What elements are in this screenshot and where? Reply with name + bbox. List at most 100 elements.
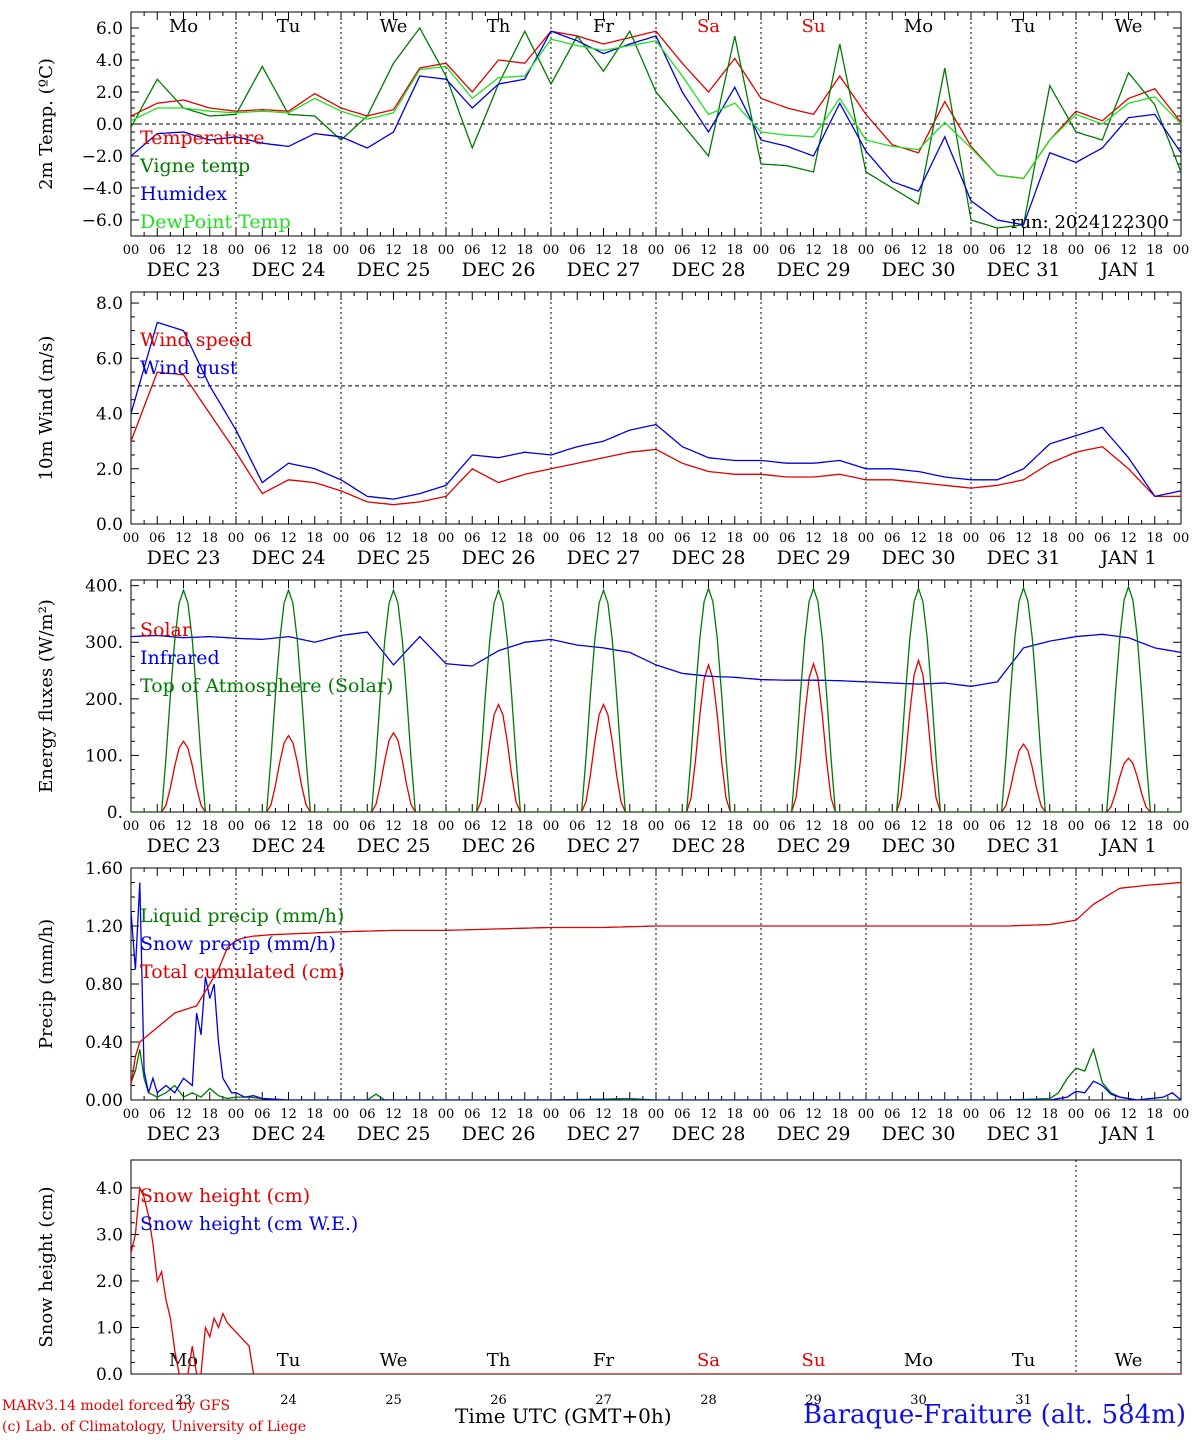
hour-tick-label: 00 [1173,819,1190,834]
weekday-label: Mo [169,16,198,37]
hour-tick-label: 00 [963,1107,980,1122]
hour-tick-label: 18 [1041,1107,1058,1122]
hour-tick-label: 18 [306,531,323,546]
hour-tick-label: 12 [700,243,717,258]
hour-tick-label: 00 [963,531,980,546]
hour-tick-label: 12 [910,531,927,546]
date-label: DEC 29 [777,259,851,281]
hour-tick-label: 06 [464,819,481,834]
hour-tick-label: 06 [989,243,1006,258]
hour-tick-label: 00 [753,819,770,834]
y-axis-label: 2m Temp. (ºC) [36,58,57,190]
hour-tick-label: 00 [123,243,140,258]
hour-tick-label: 18 [411,243,428,258]
hour-tick-label: 06 [359,531,376,546]
date-label: DEC 31 [987,547,1061,569]
hour-tick-label: 12 [595,531,612,546]
hour-tick-label: 06 [254,1107,271,1122]
y-tick-label: 2.0 [96,460,123,480]
hour-tick-label: 06 [569,243,586,258]
date-label: DEC 30 [882,259,956,281]
weekday-label: Mo [904,16,933,37]
y-axis-label: Precip (mm/h) [36,919,57,1049]
legend-entry: Temperature [140,127,264,149]
hour-tick-label: 06 [779,531,796,546]
y-tick-label: 6.0 [96,349,123,369]
y-tick-label: 1.20 [85,917,123,937]
hour-tick-label: 18 [1146,819,1163,834]
date-label: DEC 30 [882,547,956,569]
hour-tick-label: 18 [516,1107,533,1122]
series-group [131,321,1181,506]
date-label: DEC 30 [882,835,956,857]
date-label: DEC 26 [462,547,536,569]
hour-tick-label: 12 [385,819,402,834]
y-tick-label: 0.0 [96,1365,123,1385]
hour-tick-label: 18 [831,243,848,258]
hour-tick-label: 18 [201,1107,218,1122]
day-number-label: 1 [1124,1393,1132,1408]
hour-tick-label: 06 [464,243,481,258]
hour-tick-label: 00 [123,819,140,834]
hour-tick-label: 06 [884,243,901,258]
y-tick-label: 0.00 [85,1091,123,1111]
day-number-label: 27 [595,1393,612,1408]
hour-tick-label: 00 [1173,1107,1190,1122]
series-line-infrared [131,631,1181,688]
hour-tick-label: 00 [1068,531,1085,546]
y-tick-label: 100. [85,746,123,766]
hour-tick-label: 18 [621,531,638,546]
date-label: DEC 27 [567,1123,641,1145]
hour-tick-label: 00 [1068,243,1085,258]
date-label: DEC 24 [252,1123,326,1145]
weekday-label: Sa [697,16,720,37]
y-tick-label: 4.0 [96,405,123,425]
series-line-dewpoint-temp [131,38,1181,180]
hour-tick-label: 00 [228,1107,245,1122]
hour-tick-label: 18 [411,1107,428,1122]
hour-tick-label: 18 [1041,243,1058,258]
y-tick-label: −4.0 [82,179,123,199]
panel-2: 0.0 2.0 4.0 6.0 8.0 10m Wind (m/s) 00 06 12 18 00 0… [36,291,1189,569]
hour-tick-label: 18 [201,819,218,834]
hour-tick-label: 18 [621,243,638,258]
hour-tick-label: 00 [333,1107,350,1122]
hour-tick-label: 18 [1146,1107,1163,1122]
legend-entry: Snow height (cm) [140,1185,310,1207]
series-line-humidex [131,30,1181,226]
y-tick-label: 2.0 [96,1272,123,1292]
hour-tick-label: 18 [726,243,743,258]
date-label: DEC 29 [777,835,851,857]
weekday-label: Mo [904,1350,933,1371]
hour-tick-label: 00 [963,243,980,258]
y-tick-label: 1.0 [96,1318,123,1338]
hour-tick-label: 12 [910,243,927,258]
hour-tick-label: 00 [543,243,560,258]
hour-tick-label: 12 [1120,1107,1137,1122]
hour-tick-label: 12 [595,819,612,834]
hour-tick-label: 06 [989,531,1006,546]
date-label: DEC 26 [462,1123,536,1145]
hour-tick-label: 18 [726,1107,743,1122]
hour-tick-label: 12 [805,1107,822,1122]
hour-tick-label: 18 [621,819,638,834]
date-label: DEC 26 [462,259,536,281]
hour-tick-label: 06 [254,819,271,834]
hour-tick-label: 18 [201,531,218,546]
hour-tick-label: 00 [228,243,245,258]
hour-tick-label: 06 [1094,1107,1111,1122]
hour-tick-label: 12 [1120,531,1137,546]
weekday-label: We [380,16,408,37]
hour-tick-label: 06 [779,243,796,258]
y-axis-label: Snow height (cm) [36,1186,57,1347]
hour-tick-label: 12 [1120,819,1137,834]
weekday-label: Tu [277,16,301,37]
hour-tick-label: 00 [753,243,770,258]
hour-tick-label: 06 [149,243,166,258]
hour-tick-label: 18 [306,1107,323,1122]
hour-tick-label: 12 [385,243,402,258]
hour-tick-label: 00 [333,819,350,834]
hour-tick-label: 12 [910,819,927,834]
date-label: DEC 28 [672,835,746,857]
hour-tick-label: 00 [858,819,875,834]
